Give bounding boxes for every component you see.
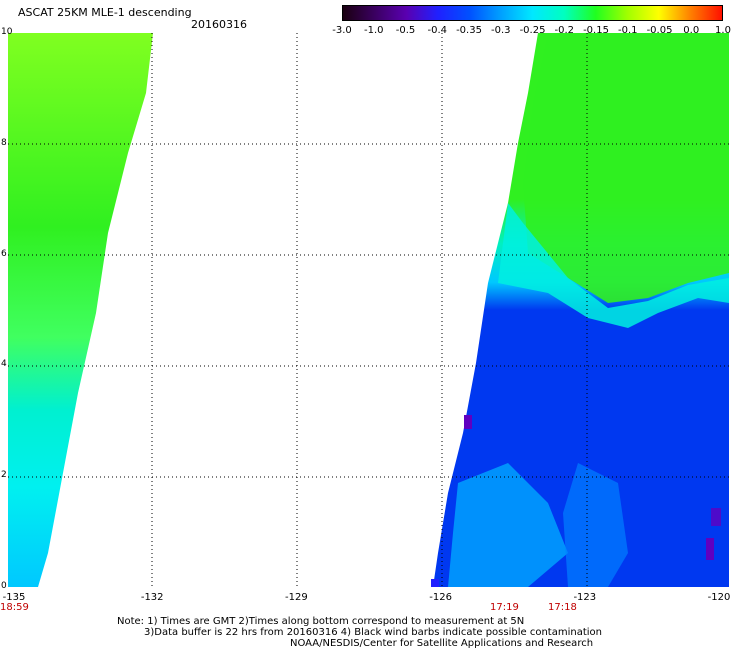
chart-date: 20160316 <box>191 18 247 31</box>
note-line-3: NOAA/NESDIS/Center for Satellite Applica… <box>290 638 594 649</box>
dark-blue-pixel <box>431 579 439 587</box>
longitude-label: -132 <box>140 592 164 603</box>
longitude-label: -120 <box>707 592 731 603</box>
color-scale-tick: 1.0 <box>715 25 731 36</box>
latitude-label: 2 <box>1 470 7 481</box>
color-scale-tick: -0.05 <box>646 25 673 36</box>
right-swath-cyan-band <box>498 203 729 328</box>
right-swath-light-blue-patch-2 <box>563 463 628 587</box>
note-line-2: 3)Data buffer is 22 hrs from 20160316 4)… <box>144 627 602 638</box>
color-scale-tick: -0.5 <box>395 25 416 36</box>
color-scale-tick: -0.2 <box>554 25 575 36</box>
color-scale-tick: -0.3 <box>490 25 511 36</box>
latitude-label: 4 <box>1 359 7 370</box>
color-scale-bar <box>342 5 723 21</box>
purple-pixel-3 <box>711 508 721 526</box>
latitude-label: 8 <box>1 137 7 148</box>
longitude-label: -123 <box>573 592 597 603</box>
satellite-swath-data <box>8 33 729 587</box>
latitude-label: 0 <box>1 581 7 591</box>
note-line-1: Note: 1) Times are GMT 2)Times along bot… <box>117 616 525 627</box>
longitude-label: -135 <box>2 592 26 603</box>
pass-time-right-b: 17:18 <box>548 602 577 613</box>
color-scale-tick: -0.25 <box>519 25 546 36</box>
color-scale-tick: -0.4 <box>427 25 448 36</box>
color-scale-tick: -0.35 <box>456 25 482 36</box>
longitude-label: -129 <box>285 592 308 603</box>
left-swath <box>8 33 153 587</box>
chart-title: ASCAT 25KM MLE-1 descending <box>18 6 192 19</box>
color-scale-tick: -0.15 <box>583 25 609 36</box>
pass-time-right-a: 17:19 <box>490 602 519 613</box>
pass-time-left: 18:59 <box>0 602 29 613</box>
latitude-label: 6 <box>1 248 7 259</box>
right-swath-light-blue-patch <box>448 463 568 587</box>
color-scale-tick: 0.0 <box>683 25 700 36</box>
color-scale-tick: -3.0 <box>332 25 352 36</box>
latitude-label: 10 <box>1 27 13 37</box>
longitude-label: -126 <box>429 592 452 603</box>
right-swath-green-region <box>523 33 729 303</box>
purple-pixel-2 <box>706 538 714 560</box>
purple-pixel <box>464 415 472 429</box>
lat-lon-gridlines <box>8 33 729 587</box>
map-plot-area <box>8 33 729 587</box>
color-scale-tick: -0.1 <box>617 25 638 36</box>
color-scale-tick: -1.0 <box>363 25 384 36</box>
